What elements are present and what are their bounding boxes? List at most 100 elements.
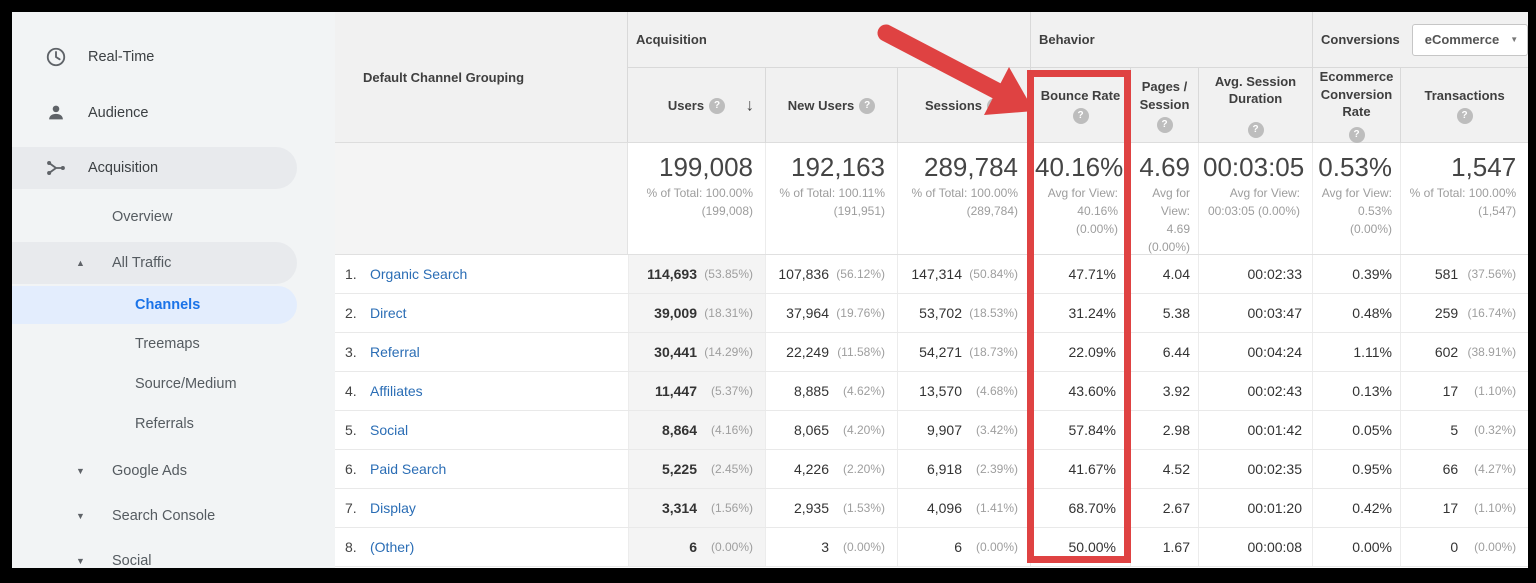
conversions-goal-dropdown[interactable]: eCommerce ▼ [1411,23,1529,56]
channel-link[interactable]: Organic Search [370,266,468,282]
group-behavior: Behavior [1030,12,1312,67]
cell-channel: 8. (Other) [335,528,628,566]
column-header-transactions[interactable]: Transactions ? [1400,68,1528,143]
cell-avg-session-duration: 00:02:33 [1198,255,1312,293]
chevron-down-icon: ▼ [1510,35,1519,44]
help-icon[interactable]: ? [1072,107,1089,124]
column-header-pages-session[interactable]: Pages / Session ? [1130,68,1198,143]
column-header-sessions[interactable]: Sessions ? [897,68,1030,143]
cell-bounce-rate: 47.71% [1030,255,1130,293]
analytics-window: Real-Time Audience Acquisition Overview … [12,12,1529,569]
metric-column-row: Users ? ↓ New Users ? Sessions ? Bounce … [628,68,1528,143]
cell-users: 6 (0.00%) [628,528,765,566]
column-header-avg-session-duration[interactable]: Avg. Session Duration ? [1198,68,1312,143]
cell-bounce-rate: 22.09% [1030,333,1130,371]
channel-link[interactable]: Social [370,422,409,438]
column-header-bounce-rate[interactable]: Bounce Rate ? [1030,68,1130,143]
dropdown-value: eCommerce [1424,32,1500,47]
sidebar-item-google-ads[interactable]: ▼ Google Ads [12,450,297,492]
sidebar-item-treemaps[interactable]: Treemaps [12,324,297,364]
acquisition-icon [45,157,67,179]
cell-pages-session: 2.67 [1130,489,1198,527]
help-icon[interactable]: ? [859,97,876,114]
help-icon[interactable]: ? [1156,116,1173,133]
channel-link[interactable]: Affiliates [370,383,423,399]
sidebar-item-source-medium[interactable]: Source/Medium [12,364,297,404]
column-header-new-users[interactable]: New Users ? [765,68,897,143]
cell-bounce-rate: 43.60% [1030,372,1130,410]
clock-icon [45,46,67,68]
cell-new-users: 22,249 (11.58%) [765,333,897,371]
group-conversions: Conversions eCommerce ▼ [1312,12,1529,67]
cell-transactions: 602 (38.91%) [1400,333,1528,371]
sidebar-item-label: Search Console [112,508,216,524]
cell-users: 39,009 (18.31%) [628,294,765,332]
cell-channel: 7. Display [335,489,628,527]
channel-link[interactable]: Display [370,500,416,516]
collapse-icon: ▲ [76,258,85,268]
sidebar-item-label: Audience [88,105,149,121]
help-icon[interactable]: ? [987,97,1004,114]
cell-transactions: 17 (1.10%) [1400,372,1528,410]
sidebar-item-channels[interactable]: Channels [12,286,297,324]
cell-users: 30,441 (14.29%) [628,333,765,371]
sidebar-item-label: Overview [112,209,173,225]
cell-avg-session-duration: 00:02:35 [1198,450,1312,488]
sidebar-item-label: Referrals [135,416,194,432]
sidebar-item-all-traffic[interactable]: ▲ All Traffic [12,242,297,284]
row-index: 3. [345,344,357,360]
summary-new-users: 192,163 % of Total: 100.11% (191,951) [765,143,897,254]
cell-bounce-rate: 57.84% [1030,411,1130,449]
cell-transactions: 0 (0.00%) [1400,528,1528,566]
cell-new-users: 37,964 (19.76%) [765,294,897,332]
cell-transactions: 581 (37.56%) [1400,255,1528,293]
sidebar-item-acquisition[interactable]: Acquisition [12,147,297,189]
help-icon[interactable]: ? [709,97,726,114]
row-index: 4. [345,383,357,399]
cell-pages-session: 4.52 [1130,450,1198,488]
dimension-column-header[interactable]: Default Channel Grouping [335,12,628,142]
group-acquisition: Acquisition [636,32,707,47]
channel-link[interactable]: Direct [370,305,407,321]
cell-users: 3,314 (1.56%) [628,489,765,527]
cell-users: 8,864 (4.16%) [628,411,765,449]
cell-new-users: 8,065 (4.20%) [765,411,897,449]
channel-link[interactable]: Referral [370,344,420,360]
column-header-users[interactable]: Users ? ↓ [628,68,765,143]
cell-channel: 1. Organic Search [335,255,628,293]
cell-transactions: 66 (4.27%) [1400,450,1528,488]
cell-ecommerce-conversion-rate: 0.42% [1312,489,1400,527]
column-header-ecommerce-conversion-rate[interactable]: Ecommerce Conversion Rate ? [1312,68,1400,143]
cell-sessions: 54,271 (18.73%) [897,333,1030,371]
cell-ecommerce-conversion-rate: 0.13% [1312,372,1400,410]
cell-avg-session-duration: 00:03:47 [1198,294,1312,332]
sidebar-item-audience[interactable]: Audience [12,92,297,134]
channel-link[interactable]: Paid Search [370,461,447,477]
sidebar-item-real-time[interactable]: Real-Time [12,36,297,78]
channel-link[interactable]: (Other) [370,539,415,555]
cell-sessions: 147,314 (50.84%) [897,255,1030,293]
cell-ecommerce-conversion-rate: 1.11% [1312,333,1400,371]
sidebar-item-referrals[interactable]: Referrals [12,404,297,444]
help-icon[interactable]: ? [1456,107,1473,124]
cell-sessions: 13,570 (4.68%) [897,372,1030,410]
sidebar-item-search-console[interactable]: ▼ Search Console [12,495,297,537]
cell-transactions: 5 (0.32%) [1400,411,1528,449]
table-row: 3. Referral 30,441 (14.29%) 22,249 (11.58%)… [335,333,1529,372]
cell-bounce-rate: 41.67% [1030,450,1130,488]
sidebar-item-social[interactable]: ▼ Social [12,540,297,582]
help-icon[interactable]: ? [1348,126,1365,143]
table-row: 6. Paid Search 5,225 (2.45%) 4,226 (2.20%) … [335,450,1529,489]
cell-users: 11,447 (5.37%) [628,372,765,410]
cell-sessions: 9,907 (3.42%) [897,411,1030,449]
sort-desc-icon[interactable]: ↓ [745,95,755,115]
channels-report-table: Default Channel Grouping Acquisition Beh… [335,12,1529,568]
help-icon[interactable]: ? [1247,122,1264,139]
table-row: 8. (Other) 6 (0.00%) 3 (0.00%) 6 (0.00%) 50.… [335,528,1529,567]
cell-channel: 2. Direct [335,294,628,332]
sidebar-item-label: Social [112,553,152,569]
sidebar-item-overview[interactable]: Overview [12,196,297,238]
row-index: 6. [345,461,357,477]
sidebar-item-label: Real-Time [88,49,155,65]
cell-pages-session: 2.98 [1130,411,1198,449]
